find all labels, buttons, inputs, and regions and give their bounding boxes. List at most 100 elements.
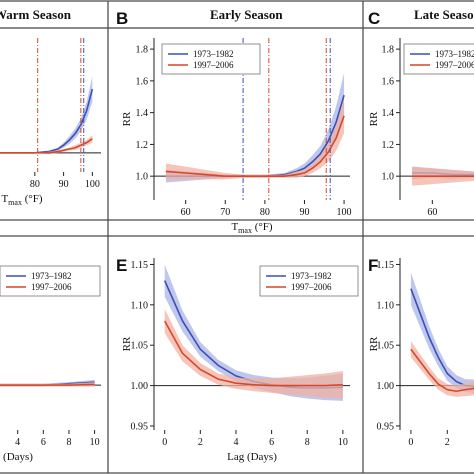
- legend-label: 1973–1982: [291, 271, 332, 281]
- legend-label: 1997–2006: [31, 282, 72, 292]
- band-red: [164, 308, 343, 399]
- panel-a: 80 90 100 Tmax (°F): [0, 38, 101, 207]
- bottom-row-frame: [0, 235, 474, 474]
- legend-label: 1997–2006: [193, 60, 234, 70]
- y-tick-label: 1.0: [136, 172, 149, 183]
- y-axis-label: RR: [368, 111, 380, 126]
- y-tick-label: 1.6: [136, 76, 149, 87]
- legend-label: 1973–1982: [435, 49, 474, 59]
- x-axis-label: (Days): [3, 451, 33, 463]
- panel-b: 60 70 80 90 100 1.0 1.2 1.4 1.6 1.8 RR Tmax (°F) B 19…: [116, 9, 352, 235]
- header-late-season: Late Season: [414, 7, 474, 22]
- series-line-blue: [163, 280, 343, 389]
- y-tick-label: 1.6: [382, 76, 395, 87]
- series-line-red: [410, 348, 474, 393]
- panel-letter: B: [116, 9, 128, 28]
- plot-area: [154, 38, 350, 200]
- y-tick-label: 1.2: [382, 140, 395, 151]
- x-label-main: T: [231, 221, 238, 233]
- y-tick-label: 1.4: [136, 108, 149, 119]
- x-tick-label: 8: [66, 437, 71, 448]
- x-label-main: (Days): [3, 451, 33, 463]
- top-row-frame: [0, 0, 474, 221]
- y-tick-label: 1.8: [136, 45, 149, 56]
- x-tick-label: 6: [41, 437, 46, 448]
- x-tick-label: 100: [337, 207, 352, 218]
- x-tick-label: 0: [408, 437, 413, 448]
- x-tick-label: 70: [220, 207, 230, 218]
- x-tick-label: 10: [90, 437, 100, 448]
- series-line-red: [163, 320, 343, 387]
- series-line-red: [0, 383, 95, 386]
- legend-box: [403, 43, 474, 75]
- x-tick-label: 90: [59, 179, 69, 190]
- header-warm-season: Warm Season: [0, 7, 72, 22]
- x-tick-label: 90: [299, 207, 309, 218]
- y-axis-label: RR: [368, 336, 380, 351]
- panel-e: 0 2 4 6 8 10 0.95 1.00 1.05 1.10 1.15 RR Lag (Days) E…: [116, 256, 359, 463]
- x-tick-label: 0: [162, 437, 167, 448]
- y-axis-label: RR: [121, 336, 133, 351]
- plot-area: [0, 38, 101, 172]
- plot-area: [400, 166, 474, 186]
- legend-label: 1997–2006: [291, 282, 332, 292]
- x-axis-label: Tmax (°F): [1, 193, 42, 207]
- legend-label: 1973–1982: [31, 271, 72, 281]
- x-label-sub: max: [8, 198, 22, 207]
- legend-label: 1973–1982: [193, 49, 234, 59]
- x-tick-label: 10: [338, 437, 348, 448]
- y-tick-label: 1.00: [377, 381, 395, 392]
- y-tick-label: 1.10: [131, 300, 149, 311]
- x-tick-label: 4: [15, 437, 20, 448]
- plot-area: [400, 272, 474, 397]
- legend-box: [161, 43, 261, 75]
- x-tick-label: 100: [85, 179, 100, 190]
- x-tick-label: 60: [427, 207, 437, 218]
- y-tick-label: 1.8: [382, 45, 395, 56]
- band-red: [165, 98, 345, 180]
- y-tick-label: 1.2: [136, 140, 149, 151]
- x-label-unit: (°F): [252, 221, 273, 233]
- y-tick-label: 1.15: [131, 260, 149, 271]
- panel-letter: E: [116, 256, 127, 275]
- y-tick-label: 0.95: [131, 421, 149, 432]
- band-blue: [0, 76, 93, 153]
- band-blue: [410, 272, 474, 394]
- x-label-main: Lag (Days): [227, 451, 277, 463]
- x-axis-label: Tmax (°F): [231, 221, 272, 235]
- x-tick-label: 2: [445, 437, 450, 448]
- x-tick-label: 80: [30, 179, 40, 190]
- y-tick-label: 1.0: [382, 172, 395, 183]
- plot-area: [154, 264, 350, 401]
- legend-box: [259, 265, 359, 297]
- plot-area: [0, 379, 101, 387]
- header-early-season: Early Season: [210, 7, 283, 22]
- legend-box: [0, 265, 101, 297]
- y-tick-label: 1.4: [382, 108, 395, 119]
- x-tick-label: 8: [305, 437, 310, 448]
- legend-label: 1997–2006: [435, 60, 474, 70]
- series-line-red: [165, 115, 345, 177]
- y-tick-label: 1.05: [131, 341, 149, 352]
- x-label-main: T: [1, 193, 8, 205]
- x-tick-label: 60: [181, 207, 191, 218]
- y-tick-label: 1.10: [377, 300, 395, 311]
- x-tick-label: 80: [260, 207, 270, 218]
- series-line-red: [0, 138, 93, 154]
- panel-f: 0 2 0.95 1.00 1.05 1.10 1.15 RR F: [368, 256, 474, 448]
- y-tick-label: 1.15: [377, 260, 395, 271]
- y-tick-label: 0.95: [377, 421, 395, 432]
- x-axis-label: Lag (Days): [227, 451, 277, 463]
- y-axis-label: RR: [121, 111, 133, 126]
- x-tick-label: 6: [269, 437, 274, 448]
- x-label-sub: max: [238, 226, 252, 235]
- x-tick-label: 4: [233, 437, 238, 448]
- series-line-blue: [0, 88, 94, 154]
